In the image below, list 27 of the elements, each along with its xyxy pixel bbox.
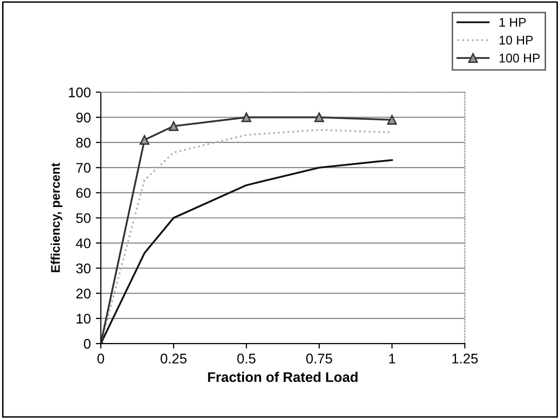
y-tick-label: 10 <box>76 314 91 324</box>
y-tick-label: 80 <box>76 138 91 148</box>
x-tick-label: 1 <box>389 354 396 364</box>
legend-label: 10 HP <box>500 36 533 45</box>
point <box>140 135 150 145</box>
y-tick-label: 70 <box>76 162 91 173</box>
y-tick-label: 30 <box>76 263 91 274</box>
point <box>387 114 397 125</box>
x-tick-label: 0.5 <box>237 354 256 364</box>
legend-label: 1 HP <box>500 18 526 27</box>
point <box>242 112 252 122</box>
x-tick-label: 0 <box>97 354 104 364</box>
x-tick-label: 0.75 <box>306 354 332 364</box>
x-tick-label: 0.25 <box>160 354 187 364</box>
y-tick-label: 100 <box>68 88 91 98</box>
x-axis-title: Fraction of Rated Load <box>208 372 358 382</box>
point <box>314 112 324 122</box>
y-tick-label: 60 <box>76 188 91 198</box>
y-tick-label: 20 <box>76 288 91 298</box>
point <box>168 121 178 131</box>
y-axis-title: Efficiency, percent <box>50 162 62 272</box>
y-tick-label: 40 <box>76 238 91 248</box>
legend-label: 100 HP <box>500 54 540 63</box>
x-tick-label: 1.25 <box>452 354 478 364</box>
y-tick-label: 0 <box>84 338 91 349</box>
y-tick-label: 90 <box>76 112 91 122</box>
y-tick-label: 50 <box>76 213 91 224</box>
